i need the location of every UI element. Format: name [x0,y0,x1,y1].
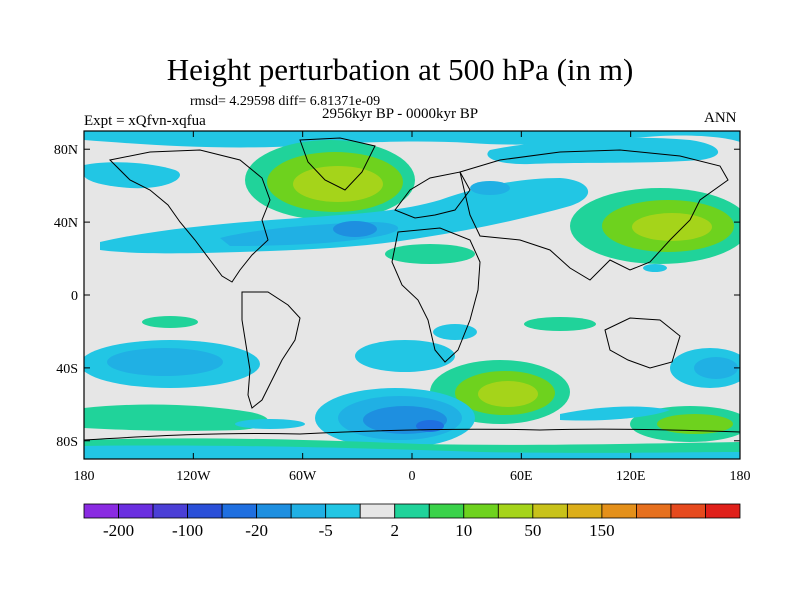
colorbar-swatch [428,503,465,519]
x-tick-label: 120W [176,469,211,484]
map-area [84,131,740,459]
x-tick-label: 120E [616,469,646,484]
colorbar-swatch [325,503,361,519]
colorbar-swatch [636,503,672,519]
colorbar-label: 150 [589,521,615,540]
colorbar-label: -100 [172,521,203,540]
y-tick-label: 40S [56,362,78,377]
colorbar-swatch [83,503,119,519]
colorbar-swatch [463,503,499,519]
colorbar-label: 10 [455,521,472,540]
colorbar-label: -200 [103,521,134,540]
coastlines [84,137,740,441]
colorbar-label: -5 [319,521,333,540]
x-tick-label: 180 [730,469,751,484]
colorbar-swatch [359,503,396,519]
colorbar-swatch [256,503,292,519]
y-tick-label: 80S [56,435,78,450]
season-label: ANN [704,110,737,126]
colorbar-swatch [532,503,568,519]
y-tick-label: 80N [54,143,78,158]
x-tick-label: 180 [74,469,95,484]
colorbar-label: 2 [390,521,399,540]
colorbar-swatch [497,503,534,519]
x-tick-label: 0 [409,469,416,484]
map-axes: 180 120W 60W 0 60E 120E 180 80N 40N 0 40S 80S [54,131,751,484]
plot-title: Height perturbation at 500 hPa (in m) [166,52,634,87]
stats-text: rmsd= 4.29598 diff= 6.81371e-09 [190,94,381,109]
y-tick-label: 40N [54,216,78,231]
colorbar-swatch [566,503,603,519]
x-tick-label: 60W [289,469,317,484]
colorbar-swatch [118,503,154,519]
colorbar-swatch [221,503,258,519]
colorbar-swatch [394,503,430,519]
x-tick-label: 60E [510,469,533,484]
colorbar-swatch [187,503,223,519]
period-text: 2956kyr BP - 0000kyr BP [322,106,479,122]
experiment-label: Expt = xQfvn-xqfua [84,113,206,129]
colorbar: -200 -100 -20 -5 2 10 50 150 [83,503,741,540]
colorbar-swatch [152,503,188,519]
colorbar-label: 50 [524,521,541,540]
contour-fields [84,131,740,459]
colorbar-swatch [290,503,327,519]
y-tick-label: 0 [71,289,78,304]
colorbar-label: -20 [245,521,268,540]
colorbar-swatch [705,503,741,519]
colorbar-swatch [601,503,637,519]
colorbar-swatch [670,503,706,519]
